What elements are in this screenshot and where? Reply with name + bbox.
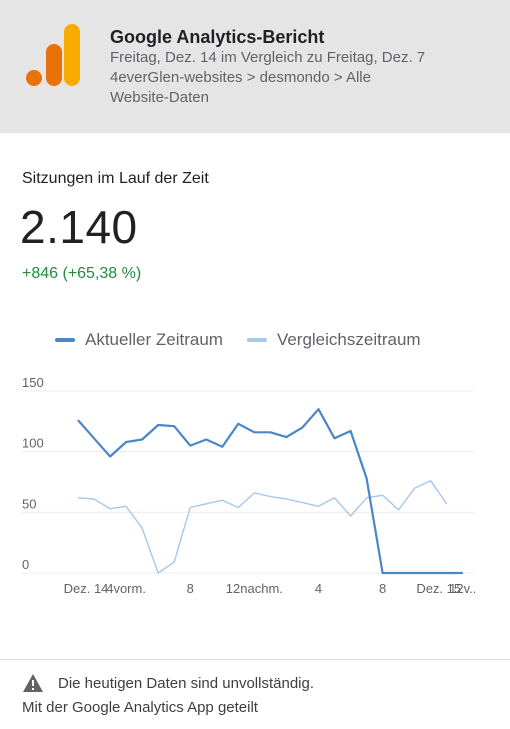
x-tick-label: 8 <box>379 581 386 596</box>
property-view: Website-Daten <box>110 89 209 106</box>
x-tick-label: 12v.. <box>449 581 476 596</box>
legend-comparison: Vergleichszeitraum <box>246 330 421 350</box>
y-tick-label: 50 <box>22 496 36 511</box>
date-comparison: Freitag, Dez. 14 im Vergleich zu Freitag… <box>110 49 426 66</box>
x-tick-label: 4 <box>315 581 322 596</box>
property-path: 4everGlen-websites > desmondo > Alle <box>110 69 371 86</box>
series-line-comparison <box>77 480 448 574</box>
series-line-current <box>77 408 463 575</box>
legend-current: Aktueller Zeitraum <box>55 330 223 350</box>
legend-comparison-swatch <box>246 338 267 342</box>
warning-triangle-icon <box>23 674 43 692</box>
footer-divider <box>0 659 510 660</box>
report-title: Google Analytics-Bericht <box>110 27 325 47</box>
section-title: Sitzungen im Lauf der Zeit <box>22 170 209 187</box>
y-tick-label: 100 <box>22 436 44 451</box>
x-tick-label: 12nachm. <box>226 581 283 596</box>
y-tick-label: 0 <box>22 557 29 572</box>
legend-current-label: Aktueller Zeitraum <box>85 330 223 349</box>
header-text: Google Analytics-Bericht Freitag, Dez. 1… <box>110 26 500 108</box>
x-tick-label: 4vorm. <box>106 581 146 596</box>
y-tick-label: 150 <box>22 375 44 390</box>
x-tick-label: 8 <box>187 581 194 596</box>
legend-current-swatch <box>55 338 75 342</box>
x-tick-label: Dez. 15 <box>416 581 461 596</box>
legend-comparison-label: Vergleichszeitraum <box>276 330 421 349</box>
chart-legend: Aktueller Zeitraum Vergleichszeitraum <box>55 330 445 350</box>
report-header: Google Analytics-Bericht Freitag, Dez. 1… <box>0 0 510 133</box>
warning-text: Die heutigen Daten sind unvollständig. <box>58 674 315 692</box>
sessions-total: 2.140 <box>20 201 138 253</box>
google-analytics-logo-icon <box>26 24 80 86</box>
x-tick-label: Dez. 14 <box>64 581 109 596</box>
shared-via-text: Mit der Google Analytics App geteilt <box>22 699 258 716</box>
incomplete-data-warning: Die heutigen Daten sind unvollständig. <box>22 673 314 693</box>
sessions-delta: +846 (+65,38 %) <box>22 265 142 282</box>
